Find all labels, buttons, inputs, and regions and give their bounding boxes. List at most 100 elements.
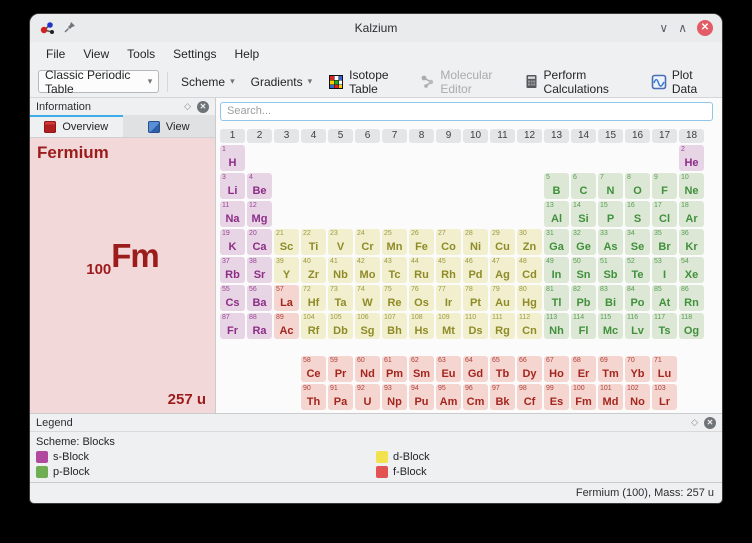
element-Co[interactable]: 27 Co [436,228,461,255]
element-Fm[interactable]: 100 Fm [571,383,596,410]
element-Mn[interactable]: 25 Mn [382,228,407,255]
element-U[interactable]: 92 U [355,383,380,410]
element-Al[interactable]: 13 Al [544,200,569,227]
element-Au[interactable]: 79 Au [490,284,515,311]
close-button[interactable]: ✕ [697,20,713,36]
element-Cd[interactable]: 48 Cd [517,256,542,283]
element-Bk[interactable]: 97 Bk [490,383,515,410]
element-La[interactable]: 57 La [274,284,299,311]
element-As[interactable]: 33 As [598,228,623,255]
element-Lu[interactable]: 71 Lu [652,355,677,382]
element-Og[interactable]: 118 Og [679,312,704,339]
element-Zn[interactable]: 30 Zn [517,228,542,255]
scheme-button[interactable]: Scheme ▾ [176,72,240,92]
element-Y[interactable]: 39 Y [274,256,299,283]
menu-view[interactable]: View [83,47,110,61]
element-Tl[interactable]: 81 Tl [544,284,569,311]
element-Gd[interactable]: 64 Gd [463,355,488,382]
element-V[interactable]: 23 V [328,228,353,255]
element-Ac[interactable]: 89 Ac [274,312,299,339]
element-Rg[interactable]: 111 Rg [490,312,515,339]
element-Md[interactable]: 101 Md [598,383,623,410]
element-Sc[interactable]: 21 Sc [274,228,299,255]
element-Cm[interactable]: 96 Cm [463,383,488,410]
element-Po[interactable]: 84 Po [625,284,650,311]
element-Zr[interactable]: 40 Zr [301,256,326,283]
element-Lv[interactable]: 116 Lv [625,312,650,339]
element-Sr[interactable]: 38 Sr [247,256,272,283]
element-Mg[interactable]: 12 Mg [247,200,272,227]
tab-overview[interactable]: Overview [30,115,123,137]
element-I[interactable]: 53 I [652,256,677,283]
element-Ca[interactable]: 20 Ca [247,228,272,255]
isotope-table-button[interactable]: Isotope Table [323,65,409,99]
element-Rb[interactable]: 37 Rb [220,256,245,283]
element-Bh[interactable]: 107 Bh [382,312,407,339]
element-Mt[interactable]: 109 Mt [436,312,461,339]
element-Ti[interactable]: 22 Ti [301,228,326,255]
element-Hf[interactable]: 72 Hf [301,284,326,311]
element-Re[interactable]: 75 Re [382,284,407,311]
element-He[interactable]: 2 He [679,144,704,171]
element-Ds[interactable]: 110 Ds [463,312,488,339]
element-In[interactable]: 49 In [544,256,569,283]
element-Sn[interactable]: 50 Sn [571,256,596,283]
table-type-select[interactable]: Classic Periodic Table ▾ [38,68,160,96]
element-Ir[interactable]: 77 Ir [436,284,461,311]
element-Li[interactable]: 3 Li [220,172,245,199]
element-Ag[interactable]: 47 Ag [490,256,515,283]
element-Be[interactable]: 4 Be [247,172,272,199]
element-Ni[interactable]: 28 Ni [463,228,488,255]
element-Ga[interactable]: 31 Ga [544,228,569,255]
close-panel-icon[interactable]: ✕ [197,100,209,113]
element-Pr[interactable]: 59 Pr [328,355,353,382]
element-Dy[interactable]: 66 Dy [517,355,542,382]
element-Sb[interactable]: 51 Sb [598,256,623,283]
plot-data-button[interactable]: Plot Data [646,65,714,99]
element-Os[interactable]: 76 Os [409,284,434,311]
element-Pb[interactable]: 82 Pb [571,284,596,311]
element-Cl[interactable]: 17 Cl [652,200,677,227]
element-Te[interactable]: 52 Te [625,256,650,283]
element-Mc[interactable]: 115 Mc [598,312,623,339]
element-Eu[interactable]: 63 Eu [436,355,461,382]
element-Ce[interactable]: 58 Ce [301,355,326,382]
element-Er[interactable]: 68 Er [571,355,596,382]
search-input[interactable] [220,101,713,121]
element-Tb[interactable]: 65 Tb [490,355,515,382]
element-K[interactable]: 19 K [220,228,245,255]
element-Na[interactable]: 11 Na [220,200,245,227]
menu-tools[interactable]: Tools [127,47,156,61]
element-Ra[interactable]: 88 Ra [247,312,272,339]
element-Tc[interactable]: 43 Tc [382,256,407,283]
element-Pa[interactable]: 91 Pa [328,383,353,410]
element-Rf[interactable]: 104 Rf [301,312,326,339]
element-Ba[interactable]: 56 Ba [247,284,272,311]
element-Ho[interactable]: 67 Ho [544,355,569,382]
float-panel-icon[interactable]: ◇ [184,101,191,111]
element-Hg[interactable]: 80 Hg [517,284,542,311]
menu-help[interactable]: Help [234,47,260,61]
minimize-button[interactable]: ∨ [659,21,669,35]
element-Hs[interactable]: 108 Hs [409,312,434,339]
element-Ar[interactable]: 18 Ar [679,200,704,227]
element-Ta[interactable]: 73 Ta [328,284,353,311]
element-Am[interactable]: 95 Am [436,383,461,410]
element-Fr[interactable]: 87 Fr [220,312,245,339]
element-Br[interactable]: 35 Br [652,228,677,255]
element-Fl[interactable]: 114 Fl [571,312,596,339]
element-Ru[interactable]: 44 Ru [409,256,434,283]
element-W[interactable]: 74 W [355,284,380,311]
element-Fe[interactable]: 26 Fe [409,228,434,255]
perform-calculations-button[interactable]: Perform Calculations [520,65,639,99]
element-Ne[interactable]: 10 Ne [679,172,704,199]
element-Si[interactable]: 14 Si [571,200,596,227]
element-Se[interactable]: 34 Se [625,228,650,255]
element-Kr[interactable]: 36 Kr [679,228,704,255]
element-Ts[interactable]: 117 Ts [652,312,677,339]
